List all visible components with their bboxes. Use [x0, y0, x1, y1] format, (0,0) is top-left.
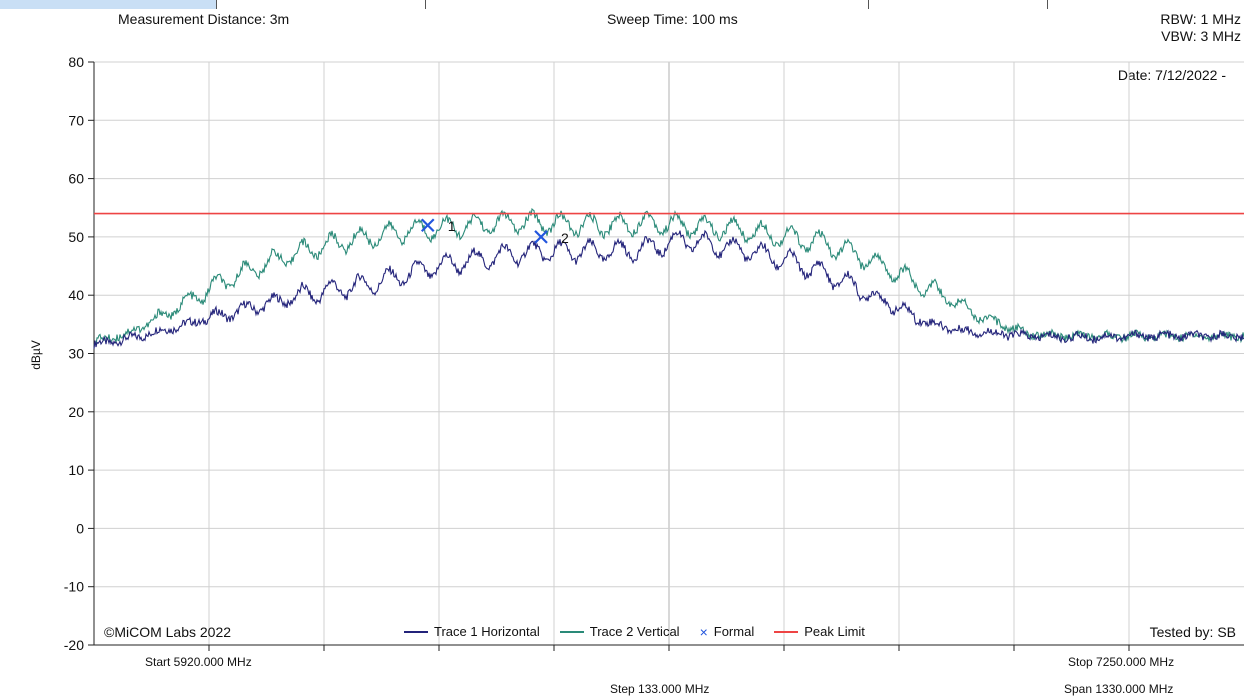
y-tick-label: -20	[64, 637, 84, 653]
markers-layer: 12	[420, 218, 569, 246]
measurement-distance: Measurement Distance: 3m	[118, 11, 290, 27]
y-tick-label: 70	[68, 112, 84, 128]
trace-1-line	[93, 229, 1244, 349]
legend-trace2-swatch	[559, 630, 584, 633]
series-layer	[93, 207, 1244, 349]
marker-1-label: 1	[448, 218, 456, 234]
legend: Trace 1 Horizontal Trace 2 Vertical × Fo…	[404, 624, 865, 639]
legend-formal-label: Formal	[713, 624, 755, 639]
y-tick-label: 60	[68, 171, 84, 187]
top-cell	[869, 0, 1048, 9]
y-tick-label: 10	[68, 462, 84, 478]
vbw: VBW: 3 MHz	[1161, 28, 1241, 44]
top-tab-selected[interactable]	[0, 0, 217, 9]
marker-stroke	[420, 218, 435, 233]
y-tick-label: 20	[68, 404, 84, 420]
marker-2-x-icon	[534, 230, 548, 244]
date: Date: 7/12/2022 -	[1117, 67, 1226, 83]
top-cell	[426, 0, 869, 9]
grid	[94, 61, 1244, 645]
start-frequency: Start 5920.000 MHz	[145, 655, 252, 669]
legend-trace1-label: Trace 1 Horizontal	[434, 624, 540, 639]
sweep-time: Sweep Time: 100 ms	[607, 11, 738, 27]
top-toolbar-strip	[0, 0, 1244, 10]
y-tick-label: 50	[68, 229, 84, 245]
top-cell	[217, 0, 426, 9]
y-tick-label: 30	[68, 346, 84, 362]
marker-stroke	[534, 230, 548, 244]
axes: 80 70 60 50 40 30 20 10 0 -10 -20	[64, 54, 1244, 653]
span-frequency: Span 1330.000 MHz	[1064, 682, 1174, 696]
step-frequency: Step 133.000 MHz	[610, 682, 710, 696]
tested-by: Tested by: SB	[1149, 624, 1236, 640]
trace-2-line	[93, 207, 1244, 346]
stop-frequency: Stop 7250.000 MHz	[1068, 655, 1175, 669]
legend-formal-x-icon: ×	[699, 623, 708, 640]
legend-peak-limit-label: Peak Limit	[804, 624, 865, 639]
y-tick-label: 0	[76, 520, 84, 536]
legend-peak-limit-swatch	[774, 630, 799, 633]
marker-2-label: 2	[561, 230, 569, 246]
marker-1-x-icon	[420, 218, 435, 233]
y-axis-label: dBµV	[29, 340, 43, 370]
copyright: ©MiCOM Labs 2022	[104, 624, 232, 640]
y-tick-label: -10	[64, 579, 84, 595]
legend-trace1-swatch	[404, 630, 428, 633]
legend-trace2-label: Trace 2 Vertical	[589, 624, 680, 639]
y-tick-label: 80	[68, 54, 84, 70]
rbw: RBW: 1 MHz	[1160, 11, 1241, 27]
y-tick-label: 40	[68, 287, 84, 303]
